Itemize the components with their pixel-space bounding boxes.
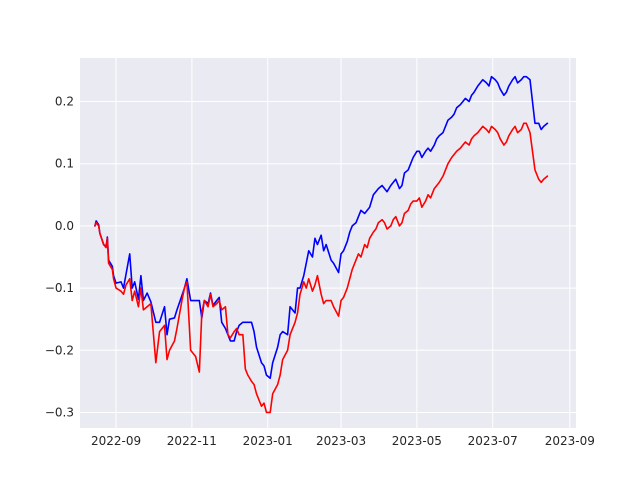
y-tick-label: 0.1	[55, 157, 74, 171]
x-tick-label: 2023-05	[392, 434, 442, 448]
y-tick-label: 0.2	[55, 95, 74, 109]
y-tick-label: −0.3	[45, 405, 74, 419]
grid-lines	[80, 58, 576, 428]
series-layer	[94, 75, 549, 414]
y-tick-label: −0.2	[45, 343, 74, 357]
x-tick-label: 2022-11	[167, 434, 217, 448]
series-line-2	[94, 122, 549, 414]
plot-area	[80, 58, 576, 428]
x-tick-label: 2022-09	[91, 434, 141, 448]
y-tick-label: 0.0	[55, 219, 74, 233]
x-tick-label: 2023-03	[316, 434, 366, 448]
y-axis-tick-labels: 0.2 0.1 0.0 −0.1 −0.2 −0.3	[45, 95, 74, 420]
x-axis-tick-labels: 2022-09 2022-11 2023-01 2023-03 2023-05 2023-…	[91, 434, 595, 448]
x-tick-label: 2023-07	[468, 434, 518, 448]
x-tick-label: 2023-01	[243, 434, 293, 448]
x-tick-label: 2023-09	[545, 434, 595, 448]
y-tick-label: −0.1	[45, 281, 74, 295]
series-line-1	[94, 75, 549, 380]
